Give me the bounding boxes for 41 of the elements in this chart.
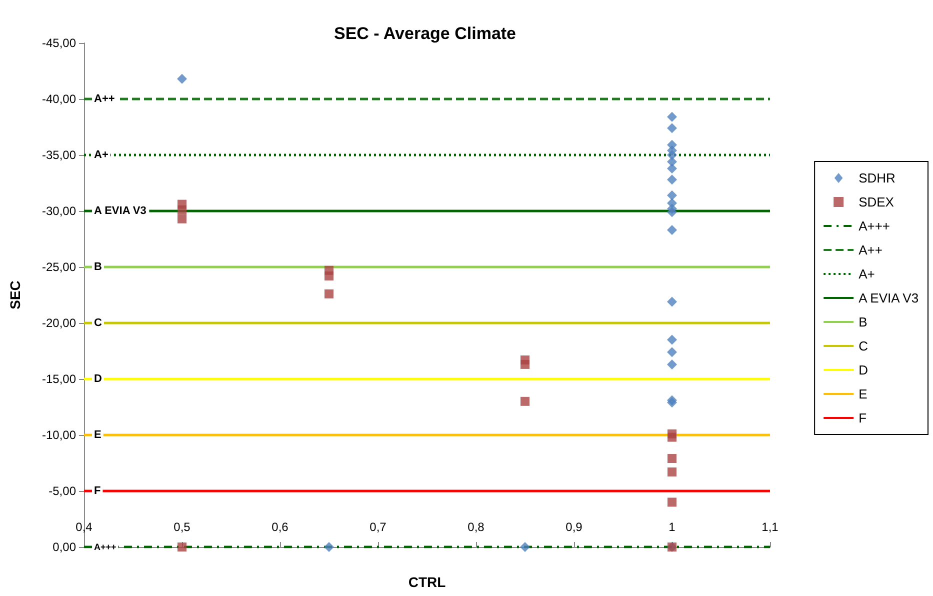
x-tick-label: 0,4 bbox=[76, 520, 93, 534]
ref-line-label: A EVIA V3 bbox=[94, 205, 146, 217]
ref-line-label: A+++ bbox=[94, 542, 116, 552]
ref-line-label: C bbox=[94, 317, 102, 329]
y-tick-label: -20,00 bbox=[42, 316, 76, 330]
ref-line-label: E bbox=[94, 429, 102, 441]
y-tick-label: -40,00 bbox=[42, 92, 76, 106]
ref-line-label: B bbox=[94, 261, 102, 273]
y-tick-label: -45,00 bbox=[42, 36, 76, 50]
y-tick-label: -15,00 bbox=[42, 372, 76, 386]
y-tick-label: -30,00 bbox=[42, 204, 76, 218]
x-tick-label: 1,1 bbox=[762, 520, 779, 534]
ref-line-label: A+ bbox=[94, 149, 108, 161]
y-tick-label: -10,00 bbox=[42, 428, 76, 442]
y-tick-label: -35,00 bbox=[42, 148, 76, 162]
x-tick-label: 0,8 bbox=[468, 520, 485, 534]
text: A EVIA V3 bbox=[858, 290, 919, 306]
y-tick-label: 0,00 bbox=[52, 540, 76, 554]
text: D bbox=[858, 362, 868, 378]
x-tick-label: 0,6 bbox=[272, 520, 289, 534]
x-tick-label: 0,9 bbox=[566, 520, 583, 534]
y-tick-label: -25,00 bbox=[42, 260, 76, 274]
ref-line-label: A++ bbox=[94, 93, 115, 105]
ref-line-label: D bbox=[94, 373, 102, 385]
text: B bbox=[858, 314, 868, 330]
legend-label: SDHR bbox=[858, 170, 896, 186]
text: A+++ bbox=[858, 218, 890, 234]
x-tick-label: 0,5 bbox=[174, 520, 191, 534]
text: E bbox=[858, 386, 868, 402]
chart-title: SEC - Average Climate bbox=[334, 24, 516, 43]
y-axis-title: SEC bbox=[7, 280, 23, 310]
x-axis-title: CTRL bbox=[408, 574, 446, 590]
legend-label: SDEX bbox=[858, 194, 894, 210]
text: C bbox=[858, 338, 868, 354]
y-tick-label: -5,00 bbox=[48, 484, 76, 498]
x-tick-label: 0,7 bbox=[370, 520, 387, 534]
text: F bbox=[858, 410, 867, 426]
x-tick-label: 1 bbox=[668, 520, 676, 534]
ref-line-label: F bbox=[94, 485, 101, 497]
text: A++ bbox=[858, 242, 882, 258]
text: A+ bbox=[858, 266, 875, 282]
